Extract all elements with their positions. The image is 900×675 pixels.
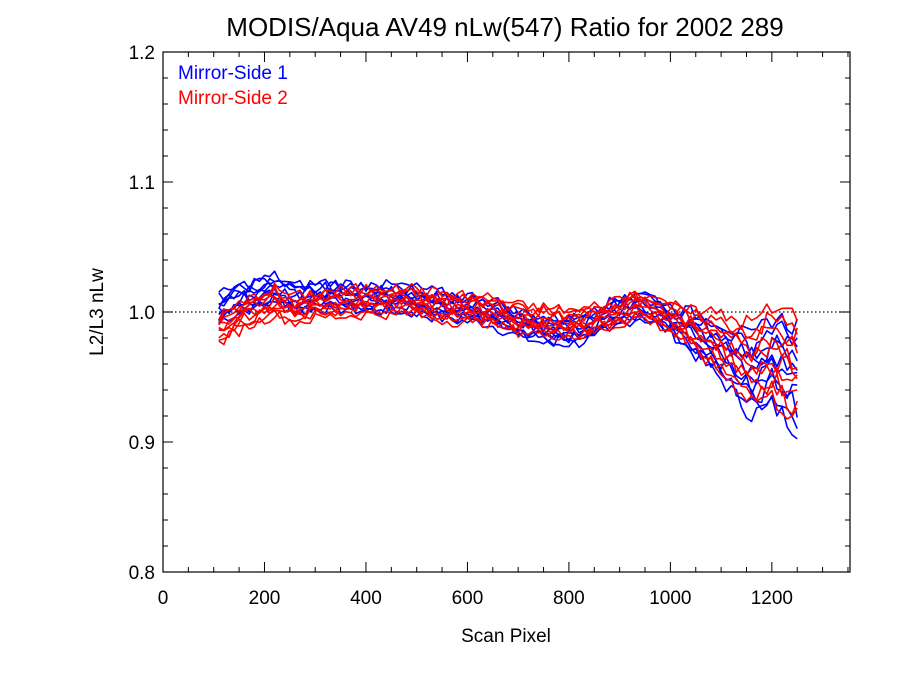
y-tick-label: 1.1 (129, 173, 155, 194)
series-1 (218, 270, 798, 440)
y-tick-label: 1.0 (129, 303, 155, 324)
series-2-line (218, 284, 798, 339)
series-1-line (218, 292, 798, 418)
series-2 (218, 282, 798, 420)
x-tick-label: 1200 (751, 588, 793, 609)
x-axis-label: Scan Pixel (461, 626, 551, 647)
x-tick-label: 800 (553, 588, 585, 609)
y-axis: 0.8 0.9 1.0 1.1 1.2 (129, 43, 850, 584)
chart-title: MODIS/Aqua AV49 nLw(547) Ratio for 2002 … (226, 12, 783, 42)
x-tick-label: 600 (452, 588, 484, 609)
y-axis-label: L2/L3 nLw (87, 268, 108, 356)
y-tick-label: 0.9 (129, 433, 155, 454)
x-tick-label: 0 (158, 588, 169, 609)
y-tick-label: 1.2 (129, 43, 155, 64)
x-tick-label: 200 (249, 588, 281, 609)
series-2-line (218, 282, 798, 331)
legend-entry-mirror-side-1: Mirror-Side 1 (178, 63, 288, 84)
legend-entry-mirror-side-2: Mirror-Side 2 (178, 88, 288, 109)
legend: Mirror-Side 1 Mirror-Side 2 (178, 63, 288, 109)
x-axis: 0 200 400 600 800 1000 1200 (158, 52, 849, 609)
x-tick-label: 400 (350, 588, 382, 609)
series-2-line (218, 298, 798, 382)
x-tick-label: 1000 (649, 588, 691, 609)
y-tick-label: 0.8 (129, 563, 155, 584)
series-2-line (218, 305, 798, 416)
series-2-line (218, 291, 798, 358)
series-group (218, 270, 798, 440)
series-2-line (218, 308, 798, 420)
